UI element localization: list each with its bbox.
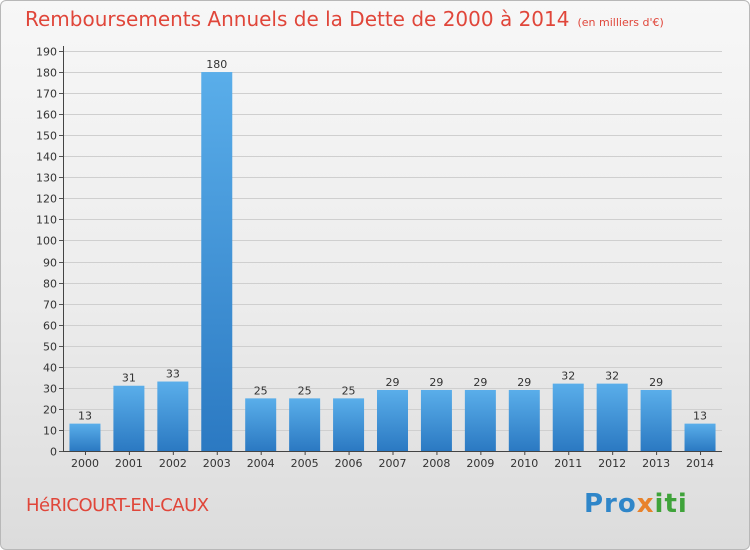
bar-2014: [684, 423, 716, 451]
data-label-2010: 29: [517, 376, 531, 389]
bar-2005: [289, 398, 321, 451]
bar-2013: [640, 389, 672, 451]
proxiti-logo: Proxiti: [584, 489, 688, 519]
data-label-2001: 31: [122, 372, 136, 385]
y-tick-label-180: 180: [36, 67, 57, 80]
chart-title: Remboursements Annuels de la Dette de 20…: [25, 7, 664, 31]
bar-2008: [420, 389, 452, 451]
y-tick-label-150: 150: [36, 130, 57, 143]
data-label-2000: 13: [78, 410, 92, 423]
y-tick-label-120: 120: [36, 193, 57, 206]
y-tick-label-50: 50: [43, 341, 57, 354]
city-name: HéRICOURT-EN-CAUX: [26, 495, 209, 516]
bar-2010: [508, 389, 540, 451]
y-tick-label-10: 10: [43, 425, 57, 438]
x-tick-label-2000: 2000: [71, 457, 99, 470]
x-tick-label-2007: 2007: [379, 457, 407, 470]
x-tick-label-2004: 2004: [247, 457, 275, 470]
unit-note: (en milliers d'€): [577, 16, 664, 29]
data-label-2008: 29: [429, 376, 443, 389]
data-label-2002: 33: [166, 368, 180, 381]
data-label-2007: 29: [386, 376, 400, 389]
bar-2009: [464, 389, 496, 451]
y-tick-label-160: 160: [36, 109, 57, 122]
x-tick-label-2013: 2013: [642, 457, 670, 470]
bar-2012: [596, 383, 628, 451]
x-tick-label-2014: 2014: [686, 457, 714, 470]
data-label-2003: 180: [206, 58, 227, 71]
y-tick-label-80: 80: [43, 278, 57, 291]
logo-part-2: x: [636, 489, 655, 519]
x-tick-label-2012: 2012: [598, 457, 626, 470]
bar-2006: [333, 398, 365, 451]
y-tick-label-60: 60: [43, 320, 57, 333]
x-tick-label-2006: 2006: [335, 457, 363, 470]
y-tick-label-0: 0: [50, 446, 57, 459]
bar-2002: [157, 381, 189, 451]
data-label-2013: 29: [649, 376, 663, 389]
x-tick-label-2002: 2002: [159, 457, 187, 470]
x-tick-label-2009: 2009: [466, 457, 494, 470]
logo-part-1: Pro: [584, 489, 637, 519]
logo-part-3: iti: [654, 489, 688, 519]
y-tick-label-140: 140: [36, 151, 57, 164]
bar-2003: [201, 72, 233, 451]
x-tick-label-2010: 2010: [510, 457, 538, 470]
data-label-2005: 25: [298, 384, 312, 397]
x-tick-label-2011: 2011: [554, 457, 582, 470]
y-tick-label-190: 190: [36, 46, 57, 59]
x-tick-label-2003: 2003: [203, 457, 231, 470]
bar-2000: [69, 423, 101, 451]
y-tick-label-30: 30: [43, 383, 57, 396]
data-label-2014: 13: [693, 410, 707, 423]
y-tick-label-110: 110: [36, 214, 57, 227]
bar-2011: [552, 383, 584, 451]
chart-title-text: Remboursements Annuels de la Dette de 20…: [25, 7, 570, 31]
data-label-2006: 25: [342, 384, 356, 397]
data-label-2012: 32: [605, 370, 619, 383]
data-label-2011: 32: [561, 370, 575, 383]
y-tick-label-90: 90: [43, 257, 57, 270]
y-tick-label-170: 170: [36, 88, 57, 101]
bar-2001: [113, 385, 145, 451]
x-tick-label-2001: 2001: [115, 457, 143, 470]
bar-2004: [245, 398, 277, 451]
y-tick-label-70: 70: [43, 299, 57, 312]
y-tick-label-130: 130: [36, 172, 57, 185]
y-tick-label-40: 40: [43, 362, 57, 375]
y-tick-label-20: 20: [43, 404, 57, 417]
y-tick-label-100: 100: [36, 235, 57, 248]
x-tick-label-2005: 2005: [291, 457, 319, 470]
x-tick-label-2008: 2008: [422, 457, 450, 470]
bar-2007: [377, 389, 408, 451]
data-label-2009: 29: [473, 376, 487, 389]
data-label-2004: 25: [254, 384, 268, 397]
